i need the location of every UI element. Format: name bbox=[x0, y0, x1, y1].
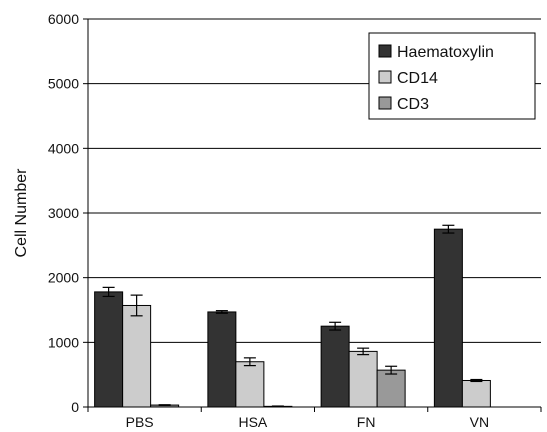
x-tick-label: VN bbox=[470, 414, 489, 430]
y-tick-label: 5000 bbox=[48, 76, 79, 92]
legend-swatch-cd3 bbox=[378, 96, 392, 110]
legend-label-haematoxylin: Haematoxylin bbox=[397, 44, 494, 61]
x-tick-label: FN bbox=[357, 414, 376, 430]
gridlines bbox=[88, 18, 541, 343]
x-tick-label: PBS bbox=[126, 414, 154, 430]
bars bbox=[94, 228, 491, 408]
legend-swatch-haematoxylin bbox=[378, 44, 392, 58]
legend-label-cd3: CD3 bbox=[397, 96, 429, 113]
error-bars bbox=[102, 224, 483, 408]
legend-label-cd14: CD14 bbox=[397, 70, 438, 87]
legend-swatch-cd14 bbox=[378, 70, 392, 84]
y-tick-label: 6000 bbox=[48, 11, 79, 27]
y-tick-labels: 0 1000 2000 3000 4000 5000 6000 bbox=[48, 11, 88, 415]
bar-haematoxylin-pbs bbox=[94, 291, 124, 408]
y-tick-label: 2000 bbox=[48, 270, 79, 286]
x-tick-labels: PBS HSA FN VN bbox=[87, 407, 542, 430]
y-tick-label: 3000 bbox=[48, 205, 79, 221]
bar-haematoxylin-vn bbox=[433, 228, 463, 408]
bar-cd3-fn bbox=[376, 369, 406, 408]
bar-cd14-vn bbox=[461, 379, 491, 408]
y-tick-label: 0 bbox=[71, 399, 79, 415]
legend: Haematoxylin CD14 CD3 bbox=[368, 32, 536, 120]
bar-cd14-fn bbox=[348, 350, 378, 408]
bar-cd14-hsa bbox=[235, 361, 265, 408]
bar-cd14-pbs bbox=[122, 304, 152, 408]
legend-box bbox=[368, 32, 536, 120]
bar-haematoxylin-fn bbox=[320, 325, 350, 408]
y-tick-label: 1000 bbox=[48, 334, 79, 350]
y-tick-label: 4000 bbox=[48, 140, 79, 156]
x-tick-label: HSA bbox=[238, 414, 267, 430]
y-axis-title: Cell Number bbox=[13, 168, 30, 258]
bar-haematoxylin-hsa bbox=[207, 311, 237, 408]
